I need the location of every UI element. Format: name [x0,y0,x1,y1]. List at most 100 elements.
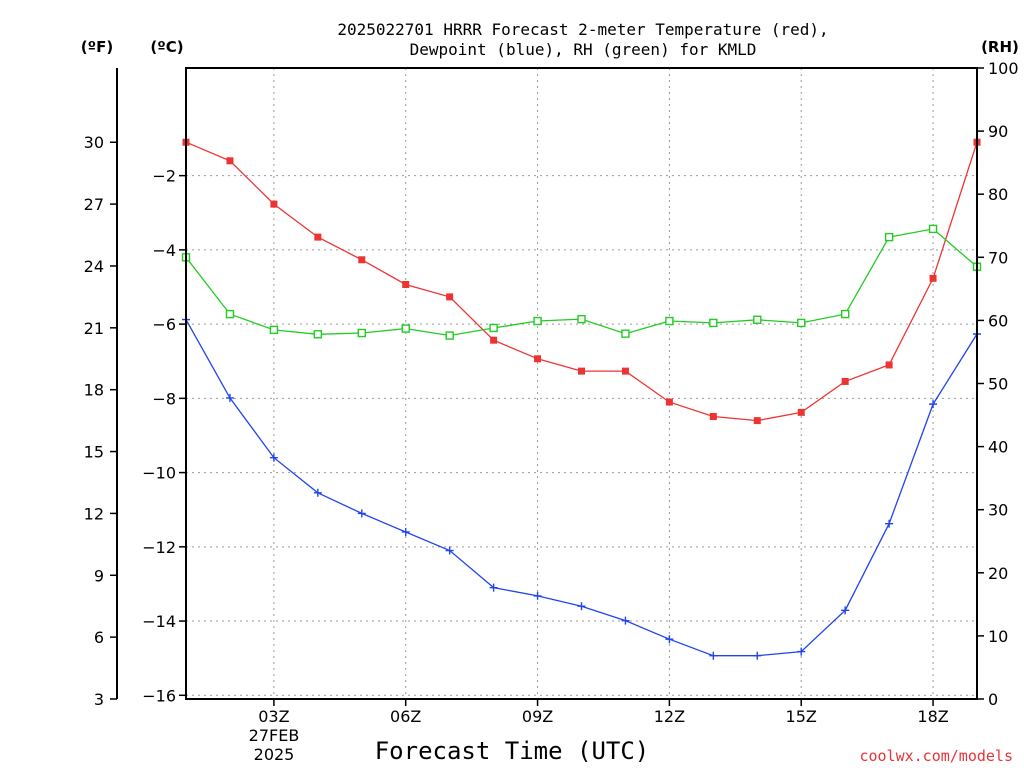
temperature-point [226,157,234,165]
rh-tick-label: 70 [988,248,1008,267]
rh-point [753,315,762,324]
x-tick-label: 15Z [786,707,817,726]
temperature-point [709,412,717,420]
fahrenheit-tick-label: 9 [94,566,104,585]
rh-point [621,329,630,338]
temperature-series [182,138,981,425]
dewpoint-point [709,651,718,660]
temperature-point [446,293,454,301]
temperature-line [185,141,978,422]
fahrenheit-tick-label: 27 [84,195,104,214]
celsius-tick-label: −6 [152,315,176,334]
rh-tick-label: 20 [988,564,1008,583]
fahrenheit-tick-label: 30 [84,133,104,152]
celsius-tick-label: −8 [152,389,176,408]
rh-point [709,318,718,328]
dewpoint-point [665,635,674,644]
fahrenheit-tick-label: 3 [94,690,104,709]
celsius-tick-label: −4 [152,241,176,260]
chart-title-line1: 2025022701 HRRR Forecast 2-meter Tempera… [337,20,828,39]
rh-tick-label: 0 [988,690,998,709]
temperature-point [578,367,585,375]
x-tick-label: 18Z [917,707,948,726]
celsius-tick-label: −10 [142,464,176,483]
title: 2025022701 HRRR Forecast 2-meter Tempera… [337,20,828,59]
dewpoint-point [797,647,806,656]
celsius-tick-label: −2 [152,167,176,186]
rh-series [181,224,982,340]
plot-frame [185,67,978,700]
fahrenheit-tick-label: 21 [84,319,104,338]
dewpoint-point [621,616,630,625]
rh-unit-label: (RH) [981,38,1019,56]
rh-tick-label: 50 [988,375,1008,394]
chart-title-line2: Dewpoint (blue), RH (green) for KMLD [410,40,757,59]
rh-point [357,328,366,338]
celsius-unit-label: (ºC) [150,38,183,56]
dewpoint-point [841,606,850,615]
rh-point [840,309,850,319]
rh-tick-label: 90 [988,122,1008,141]
temperature-point [314,233,322,241]
date-label-day: 27FEB [249,726,300,745]
celsius-tick-label: −16 [142,686,176,705]
series [181,138,982,660]
rh-point [577,314,586,324]
temperature-point [270,200,278,208]
temperature-point [534,355,542,363]
dewpoint-point [445,546,454,555]
fahrenheit-unit-label: (ºF) [81,38,113,56]
temperature-point [402,281,410,289]
fahrenheit-tick-label: 18 [84,381,104,400]
rh-point [884,232,894,242]
rh-tick-label: 30 [988,501,1008,520]
x-tick-label: 03Z [258,707,289,726]
fahrenheit-tick-label: 15 [84,443,104,462]
dewpoint-point [357,509,366,518]
temperature-point [841,377,849,385]
dewpoint-point [577,602,586,611]
rh-point [225,309,235,319]
credit-text: coolwx.com/models [859,747,1013,765]
rh-point [489,323,498,333]
rh-point [313,330,323,339]
axes: 03Z 06Z 09Z 12Z 15Z 18Z −16 −14 −12 −10 −8 −6 −4 −2 3 6… [84,59,1019,726]
dewpoint-point [533,591,542,600]
dewpoint-point [489,583,498,592]
temperature-point [358,256,366,264]
rh-point [269,325,279,335]
rh-point [533,316,542,326]
rh-point [665,316,674,326]
temperature-point [797,408,805,416]
dewpoint-point [401,527,410,536]
x-tick-label: 09Z [522,707,553,726]
fahrenheit-tick-label: 6 [94,628,104,647]
rh-tick-label: 40 [988,438,1008,457]
temperature-point [885,361,893,369]
temperature-point [621,367,629,375]
dewpoint-point [753,651,762,660]
rh-tick-label: 10 [988,627,1008,646]
celsius-tick-label: −12 [142,538,176,557]
rh-tick-label: 80 [988,185,1008,204]
celsius-tick-label: −14 [142,612,176,631]
dewpoint-series [182,315,981,660]
x-tick-label: 06Z [390,707,421,726]
fahrenheit-tick-label: 12 [84,504,104,523]
rh-point [928,224,938,234]
date-label-year: 2025 [254,745,295,764]
dewpoint-point [885,519,894,528]
dewpoint-point [929,400,938,409]
rh-point [797,318,806,328]
rh-point [401,324,410,333]
temperature-point [665,398,673,406]
dewpoint-point [225,393,234,402]
temperature-point [490,336,498,344]
x-axis-label: Forecast Time (UTC) [375,737,650,765]
temperature-point [753,417,761,425]
fahrenheit-tick-label: 24 [84,257,104,276]
rh-tick-label: 60 [988,311,1008,330]
dewpoint-point [269,453,278,462]
dewpoint-point [313,488,322,497]
